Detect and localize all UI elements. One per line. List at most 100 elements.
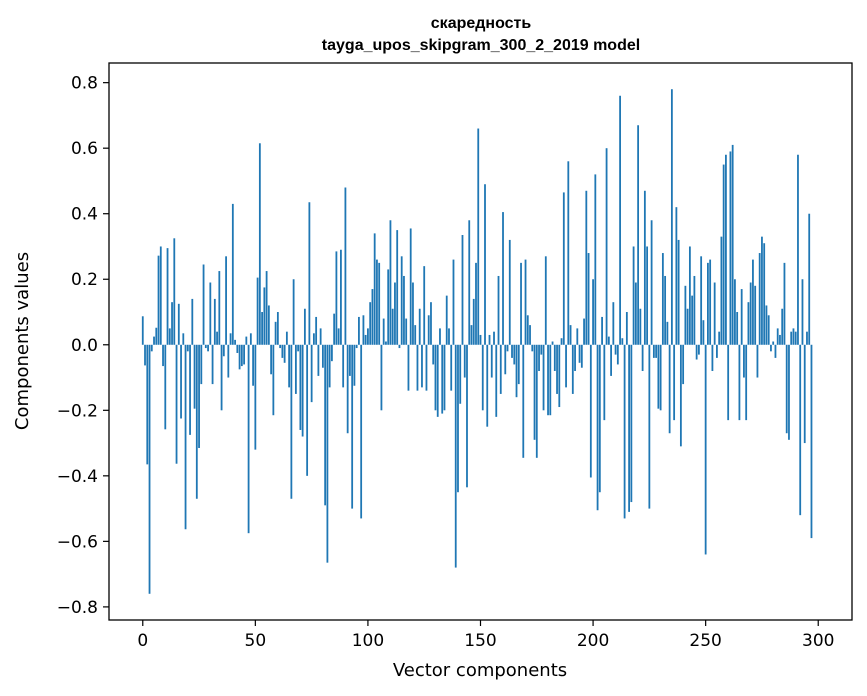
bar-15 — [175, 344, 178, 464]
bar-37 — [225, 256, 227, 345]
bar-72 — [303, 308, 306, 345]
bar-211 — [616, 344, 619, 365]
bar-220 — [637, 125, 640, 345]
x-tick-label: 150 — [464, 631, 496, 651]
y-tick-label: −0.4 — [57, 467, 98, 487]
bar-42 — [236, 344, 239, 353]
bar-228 — [655, 344, 658, 358]
bar-63 — [283, 344, 286, 363]
bar-series — [141, 89, 813, 594]
bar-153 — [486, 344, 489, 427]
bar-69 — [297, 344, 300, 352]
y-axis-label: Components values — [12, 252, 33, 430]
bar-128 — [430, 302, 432, 345]
bar-97 — [360, 344, 363, 519]
bar-20 — [186, 344, 189, 352]
bar-121 — [414, 325, 417, 345]
bar-166 — [515, 344, 518, 398]
bar-104 — [376, 259, 378, 345]
bar-188 — [565, 344, 567, 388]
bar-106 — [380, 344, 383, 411]
bar-238 — [677, 239, 680, 345]
bar-257 — [720, 236, 723, 345]
bar-77 — [315, 316, 318, 345]
bar-79 — [319, 328, 322, 345]
bar-253 — [711, 344, 714, 371]
bar-135 — [445, 295, 448, 345]
bar-75 — [310, 344, 313, 403]
bar-243 — [688, 246, 691, 345]
bar-185 — [558, 344, 561, 408]
bar-160 — [502, 212, 504, 345]
bar-284 — [781, 308, 784, 345]
bar-56 — [267, 305, 270, 345]
bar-163 — [508, 239, 511, 345]
bar-283 — [779, 334, 781, 345]
bar-149 — [477, 128, 480, 345]
bar-48 — [249, 333, 252, 345]
bar-117 — [405, 318, 408, 345]
bar-277 — [765, 305, 768, 345]
bar-246 — [695, 344, 698, 360]
y-tick-label: 0.2 — [71, 270, 98, 290]
bar-261 — [729, 151, 732, 345]
bar-230 — [659, 344, 662, 411]
y-tick-label: 0.6 — [71, 139, 98, 159]
bar-206 — [605, 148, 608, 345]
bar-244 — [691, 295, 694, 345]
bar-271 — [752, 259, 754, 345]
bar-68 — [294, 344, 297, 394]
bar-99 — [364, 334, 367, 345]
bar-156 — [493, 331, 495, 345]
bar-123 — [418, 308, 421, 345]
bar-141 — [459, 344, 462, 404]
bar-138 — [452, 259, 455, 345]
bar-12 — [168, 328, 171, 345]
bar-162 — [506, 344, 509, 352]
bar-127 — [427, 315, 430, 345]
bar-19 — [184, 344, 187, 530]
bar-17 — [180, 344, 182, 419]
bar-219 — [634, 282, 637, 345]
bar-21 — [189, 344, 191, 435]
bar-119 — [409, 228, 412, 345]
x-tick-label: 50 — [245, 631, 267, 651]
bar-5 — [153, 336, 155, 345]
bar-49 — [252, 344, 254, 386]
bar-52 — [258, 143, 261, 345]
bar-265 — [738, 344, 741, 421]
bar-155 — [490, 344, 493, 378]
bar-169 — [522, 344, 525, 458]
bar-159 — [499, 344, 502, 394]
bar-66 — [290, 344, 293, 499]
bar-229 — [657, 344, 660, 409]
bar-54 — [263, 287, 266, 345]
bar-239 — [679, 344, 682, 447]
bar-85 — [333, 313, 336, 345]
bar-287 — [788, 344, 790, 440]
bar-140 — [457, 344, 459, 493]
bar-242 — [686, 308, 689, 345]
bar-178 — [542, 344, 545, 411]
bar-129 — [432, 344, 435, 365]
bar-102 — [371, 289, 374, 345]
bar-221 — [639, 308, 642, 345]
bar-177 — [540, 344, 543, 355]
bar-297 — [810, 344, 813, 539]
bar-71 — [301, 344, 304, 437]
bar-109 — [387, 269, 390, 345]
bar-282 — [776, 328, 779, 345]
bar-290 — [794, 331, 797, 345]
bar-82 — [326, 344, 329, 563]
bar-139 — [454, 344, 457, 568]
bar-291 — [797, 154, 799, 345]
bar-260 — [727, 344, 730, 421]
bar-175 — [535, 344, 538, 458]
bar-215 — [625, 312, 628, 345]
bar-25 — [198, 344, 200, 448]
bar-151 — [481, 344, 484, 411]
bar-293 — [801, 279, 804, 345]
bar-132 — [439, 328, 441, 345]
bar-81 — [324, 344, 327, 506]
bar-292 — [799, 344, 802, 516]
